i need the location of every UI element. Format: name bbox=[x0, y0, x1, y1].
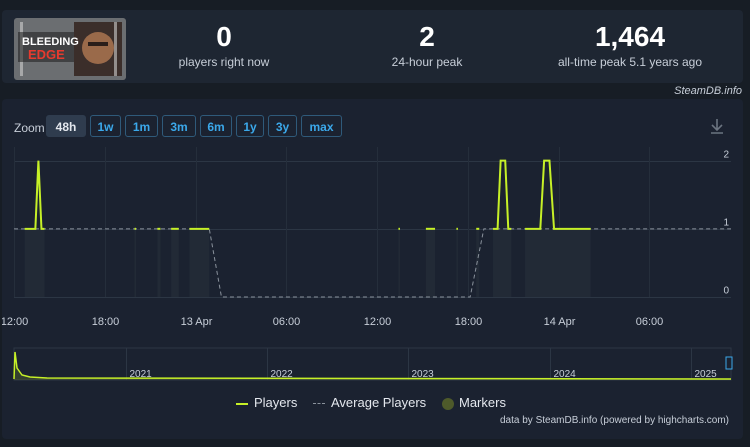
navigator-year-label: 2024 bbox=[554, 369, 577, 380]
peak-24h-value: 2 bbox=[419, 21, 435, 52]
players-line bbox=[525, 159, 591, 230]
navigator-handle bbox=[725, 356, 733, 370]
zoom-label: Zoom bbox=[14, 121, 45, 135]
legend-players-label: Players bbox=[254, 395, 298, 410]
x-tick-label: 06:00 bbox=[273, 316, 301, 328]
download-icon[interactable] bbox=[709, 117, 725, 135]
legend-markers-label: Markers bbox=[459, 395, 506, 410]
x-tick-label: 12:00 bbox=[364, 316, 392, 328]
player-area bbox=[157, 228, 161, 297]
peak-all-label: all-time peak 5.1 years ago bbox=[557, 55, 703, 69]
player-area bbox=[456, 228, 458, 297]
legend-players-swatch bbox=[236, 402, 248, 405]
players-now-value: 0 bbox=[216, 21, 232, 52]
zoom-max-button[interactable]: max bbox=[301, 115, 342, 137]
x-tick-label: 13 Apr bbox=[181, 316, 213, 328]
player-area bbox=[476, 228, 480, 297]
zoom-1m-button[interactable]: 1m bbox=[125, 115, 158, 137]
navigator-line bbox=[13, 351, 732, 380]
peak-24h-label: 24-hour peak bbox=[391, 55, 463, 69]
peak-all-value: 1,464 bbox=[594, 21, 666, 52]
player-area bbox=[171, 228, 179, 297]
zoom-3m-button[interactable]: 3m bbox=[162, 115, 196, 137]
players-now-stat: 0 players right now bbox=[162, 10, 286, 70]
steamdb-label[interactable]: SteamDB.info bbox=[674, 85, 742, 97]
y-tick-label: 1 bbox=[723, 218, 729, 229]
legend-average-label: Average Players bbox=[331, 395, 427, 410]
legend-markers[interactable]: Markers bbox=[442, 395, 506, 410]
game-logo: BLEEDING EDGE bbox=[14, 18, 126, 80]
stats-bar: BLEEDING EDGE 0 players right now 2 24-h… bbox=[2, 10, 743, 83]
svg-text:EDGE: EDGE bbox=[28, 47, 65, 62]
player-area bbox=[134, 228, 137, 297]
players-now-label: players right now bbox=[178, 55, 270, 69]
zoom-3y-button[interactable]: 3y bbox=[268, 115, 297, 137]
players-line bbox=[24, 160, 45, 230]
x-tick-label: 18:00 bbox=[455, 316, 483, 328]
navigator-year-label: 2022 bbox=[271, 369, 294, 380]
x-tick-label: 18:00 bbox=[92, 316, 120, 328]
player-area bbox=[24, 228, 45, 297]
navigator-year-label: 2025 bbox=[695, 369, 718, 380]
zoom-1y-button[interactable]: 1y bbox=[236, 115, 264, 137]
x-tick-label: 06:00 bbox=[636, 316, 664, 328]
player-area bbox=[493, 228, 512, 297]
zoom-48h-button[interactable]: 48h bbox=[46, 115, 86, 137]
y-tick-label: 0 bbox=[723, 286, 729, 297]
chart-credits[interactable]: data by SteamDB.info (powered by highcha… bbox=[500, 415, 729, 426]
players-line bbox=[493, 159, 512, 230]
chart-panel: Zoom 48h 1w 1m 3m 6m 1y 3y max 0 1 2 12:00 1… bbox=[2, 99, 743, 439]
peak-all-stat: 1,464 all-time peak 5.1 years ago bbox=[547, 10, 713, 70]
x-tick-label: 12:00 bbox=[2, 316, 28, 328]
navigator-frame bbox=[13, 347, 732, 381]
legend-players[interactable]: Players bbox=[236, 395, 297, 410]
player-area bbox=[398, 228, 400, 297]
player-area bbox=[425, 228, 436, 297]
navigator-year-label: 2021 bbox=[130, 369, 153, 380]
y-tick-label: 2 bbox=[723, 150, 729, 161]
legend-average-swatch bbox=[313, 402, 325, 405]
player-chart: 0 1 2 12:00 18:00 13 Apr 06:00 12:00 18:00 14 Apr… bbox=[2, 147, 733, 381]
svg-text:BLEEDING: BLEEDING bbox=[22, 36, 79, 48]
legend-average[interactable]: Average Players bbox=[313, 395, 426, 410]
peak-24h-stat: 2 24-hour peak bbox=[365, 10, 489, 70]
navigator-year-label: 2023 bbox=[412, 369, 435, 380]
zoom-6m-button[interactable]: 6m bbox=[200, 115, 232, 137]
average-players-line bbox=[14, 228, 731, 298]
player-area bbox=[525, 228, 591, 297]
x-tick-label: 14 Apr bbox=[544, 316, 576, 328]
player-area bbox=[189, 228, 210, 297]
zoom-1w-button[interactable]: 1w bbox=[90, 115, 121, 137]
legend-markers-swatch bbox=[442, 397, 454, 410]
